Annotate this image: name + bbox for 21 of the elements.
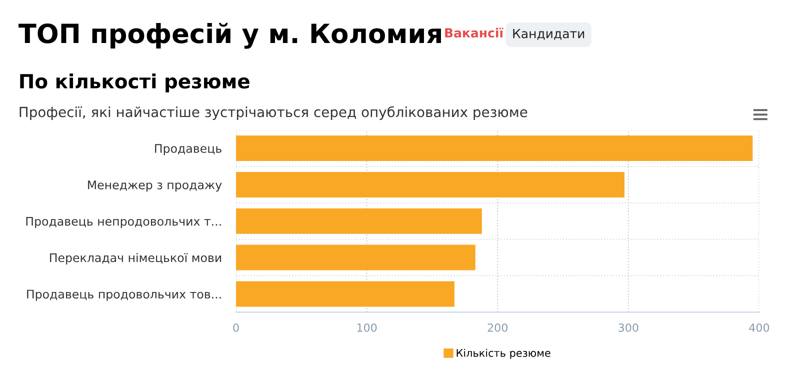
bar bbox=[236, 136, 753, 162]
text: Професії, які найчастіше зустрічаються серед опублікованих резюме bbox=[20, 106, 528, 120]
legend-label: Кількість резюме bbox=[456, 348, 550, 359]
y-tick-label: Менеджер з продажу bbox=[88, 180, 222, 192]
x-tick-label: 200 bbox=[488, 323, 508, 332]
bar bbox=[236, 208, 482, 234]
bar bbox=[236, 281, 454, 307]
bar bbox=[236, 244, 476, 270]
y-tick-label: Продавець продовольчих тов... bbox=[27, 290, 221, 301]
x-tick-label: 100 bbox=[357, 323, 377, 332]
y-tick-label: Перекладач німецької мови bbox=[50, 253, 222, 264]
x-tick-label: 0 bbox=[233, 323, 239, 332]
x-tick-label: 400 bbox=[749, 323, 770, 332]
bar bbox=[236, 172, 624, 198]
y-tick-label: Продавець непродовольчих т... bbox=[26, 216, 221, 228]
x-tick-label: 300 bbox=[618, 323, 638, 332]
chart-title: ТОП професій у м. Коломия bbox=[18, 22, 441, 49]
chart-subtitle: По кількості резюме bbox=[20, 74, 250, 92]
y-tick-label: Продавець bbox=[155, 144, 222, 156]
text: Вакансії bbox=[445, 28, 504, 38]
text: Кандидати bbox=[513, 29, 584, 40]
